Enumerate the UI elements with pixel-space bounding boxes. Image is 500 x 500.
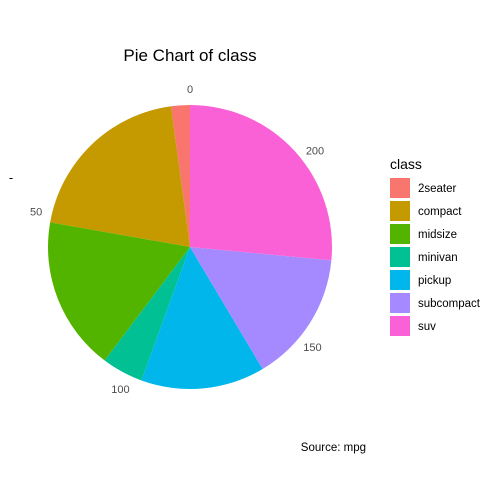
legend-key-2seater bbox=[390, 178, 410, 198]
pie-slice-suv bbox=[190, 105, 332, 261]
chart-caption: Source: mpg bbox=[301, 442, 366, 454]
legend-label-suv: suv bbox=[418, 321, 436, 333]
tick-label: 200 bbox=[306, 145, 324, 157]
chart-title: Pie Chart of class bbox=[123, 46, 256, 65]
pie-slice-2seater bbox=[170, 105, 190, 247]
legend-label-minivan: minivan bbox=[418, 252, 458, 264]
legend: class 2seater compact midsize minivan pickup… bbox=[390, 156, 481, 336]
legend-title: class bbox=[390, 156, 422, 172]
legend-key-pickup bbox=[390, 270, 410, 290]
legend-key-midsize bbox=[390, 224, 410, 244]
legend-key-compact bbox=[390, 201, 410, 221]
legend-key-suv bbox=[390, 316, 410, 336]
pie-slice-pickup bbox=[141, 247, 263, 390]
pie-slice-midsize bbox=[48, 222, 190, 361]
pie-slices bbox=[48, 105, 332, 390]
legend-label-2seater: 2seater bbox=[418, 183, 457, 195]
y-axis-label: - bbox=[9, 170, 13, 185]
tick-label: 150 bbox=[303, 342, 321, 354]
tick-label: 0 bbox=[187, 84, 193, 96]
legend-key-minivan bbox=[390, 247, 410, 267]
angle-tick-labels: 0 50 100 150 200 bbox=[30, 84, 324, 396]
legend-label-midsize: midsize bbox=[418, 229, 457, 241]
legend-label-compact: compact bbox=[418, 206, 462, 218]
legend-key-subcompact bbox=[390, 293, 410, 313]
pie-slice-subcompact bbox=[190, 247, 332, 370]
legend-label-subcompact: subcompact bbox=[418, 298, 481, 310]
pie-slice-compact bbox=[50, 106, 190, 247]
legend-label-pickup: pickup bbox=[418, 275, 451, 287]
pie-slice-minivan bbox=[104, 247, 190, 381]
tick-label: 50 bbox=[30, 206, 42, 218]
tick-label: 100 bbox=[111, 384, 129, 396]
